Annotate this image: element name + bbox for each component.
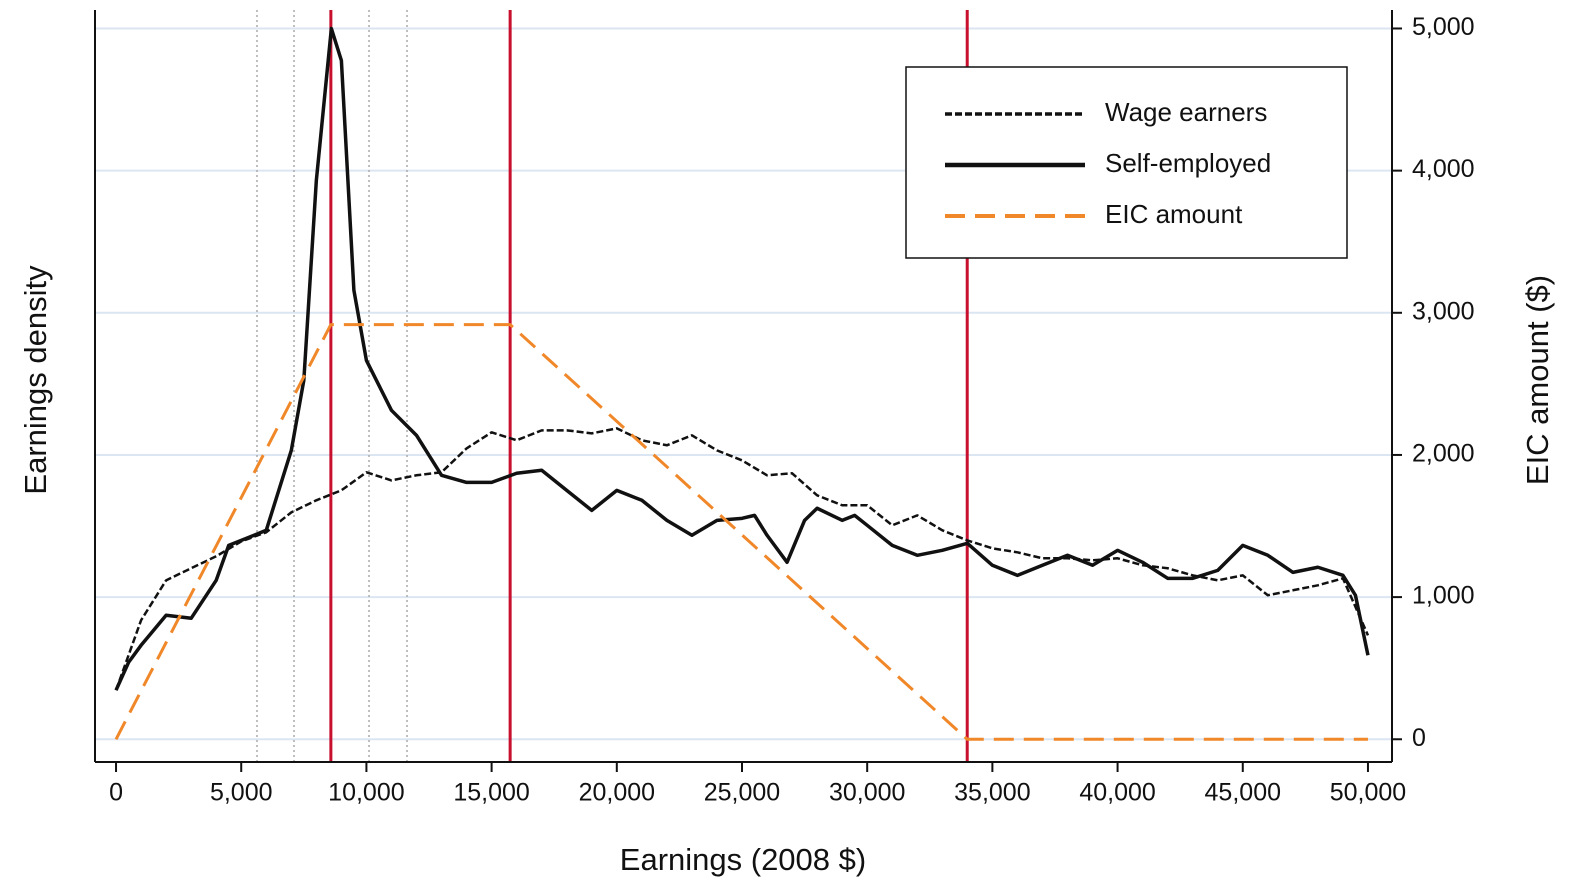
x-tick-label: 10,000 — [328, 779, 404, 807]
legend-label: EIC amount — [1105, 199, 1243, 229]
y2-tick-label: 3,000 — [1412, 297, 1475, 325]
x-tick-label: 35,000 — [954, 779, 1030, 807]
x-tick-label: 15,000 — [453, 779, 529, 807]
series-line — [114, 323, 1368, 741]
y2-tick-label: 0 — [1412, 724, 1426, 752]
x-tick-label: 25,000 — [704, 779, 780, 807]
legend: Wage earners Self-employed EIC amount — [905, 66, 1348, 259]
y2-tick-label: 1,000 — [1412, 582, 1475, 610]
x-tick-label: 5,000 — [210, 779, 273, 807]
x-tick-label: 0 — [109, 779, 123, 807]
x-tick-label: 30,000 — [829, 779, 905, 807]
series-line — [114, 427, 1370, 691]
legend-label: Self-employed — [1105, 148, 1271, 178]
y2-axis-title: EIC amount ($) — [1520, 275, 1555, 485]
legend-box — [905, 66, 1348, 259]
y2-tick-label: 5,000 — [1412, 13, 1475, 41]
y2-tick-label: 4,000 — [1412, 155, 1475, 183]
y2-tick-label: 2,000 — [1412, 440, 1475, 468]
legend-label: Wage earners — [1105, 97, 1267, 127]
series-line — [114, 26, 1370, 691]
x-tick-label: 40,000 — [1079, 779, 1155, 807]
y-axis-title: Earnings density — [18, 265, 53, 495]
x-tick-label: 20,000 — [579, 779, 655, 807]
x-tick-label: 50,000 — [1330, 779, 1406, 807]
x-tick-label: 45,000 — [1205, 779, 1281, 807]
x-axis-title: Earnings (2008 $) — [620, 842, 866, 877]
